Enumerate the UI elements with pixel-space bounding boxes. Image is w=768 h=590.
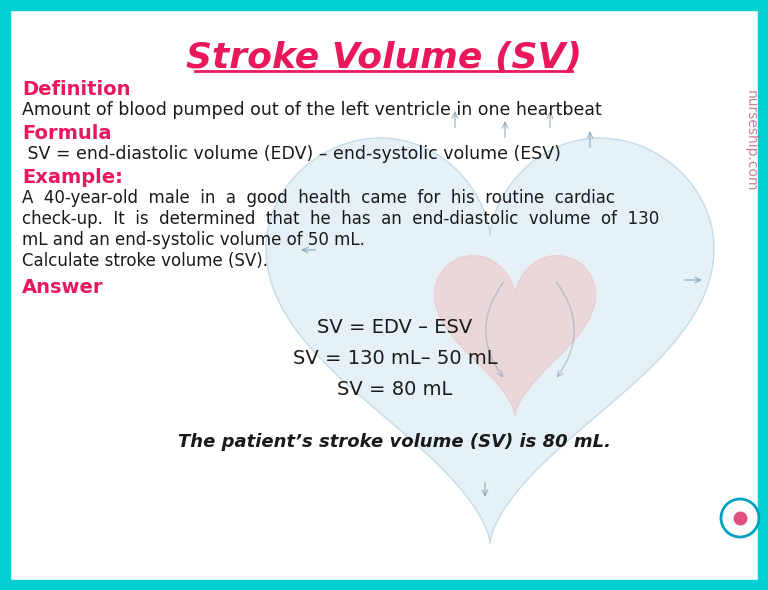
Text: Formula: Formula [22,124,111,143]
Text: Definition: Definition [22,80,131,99]
Text: SV = 80 mL: SV = 80 mL [337,380,452,399]
Text: Example:: Example: [22,168,123,187]
Polygon shape [435,255,596,416]
Bar [0,0,768,10]
Text: check-up.  It  is  determined  that  he  has  an  end-diastolic  volume  of  130: check-up. It is determined that he has a… [22,210,659,228]
Text: A  40-year-old  male  in  a  good  health  came  for  his  routine  cardiac: A 40-year-old male in a good health came… [22,189,615,207]
Text: SV = 130 mL– 50 mL: SV = 130 mL– 50 mL [293,349,498,368]
Bar [0,0,10,590]
Text: Stroke Volume (SV): Stroke Volume (SV) [186,41,582,75]
Polygon shape [266,138,714,543]
Text: nurseship.com: nurseship.com [744,90,758,192]
Text: Amount of blood pumped out of the left ventricle in one heartbeat: Amount of blood pumped out of the left v… [22,101,602,119]
Text: Answer: Answer [22,278,104,297]
Text: SV = end-diastolic volume (EDV) – end-systolic volume (ESV): SV = end-diastolic volume (EDV) – end-sy… [22,145,561,163]
Text: The patient’s stroke volume (SV) is 80 mL.: The patient’s stroke volume (SV) is 80 m… [178,433,611,451]
Bar [758,0,768,590]
Text: SV = EDV – ESV: SV = EDV – ESV [317,318,472,337]
Text: mL and an end-systolic volume of 50 mL.: mL and an end-systolic volume of 50 mL. [22,231,365,249]
Text: Calculate stroke volume (SV).: Calculate stroke volume (SV). [22,252,268,270]
Bar [0,580,768,590]
